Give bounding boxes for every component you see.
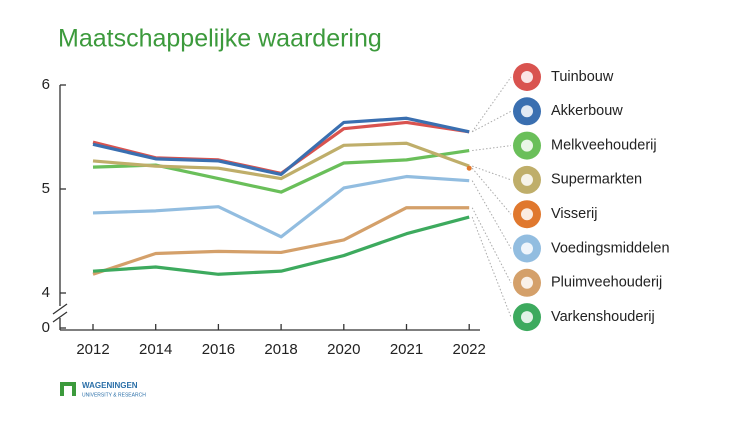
series-point bbox=[466, 165, 472, 171]
axis-break bbox=[52, 311, 68, 323]
legend-label: Supermarkten bbox=[551, 172, 642, 188]
logo-icon bbox=[64, 386, 72, 396]
logo-subtitle: UNIVERSITY & RESEARCH bbox=[82, 392, 146, 398]
leader-line bbox=[471, 76, 512, 133]
legend-label: Pluimveehouderij bbox=[551, 275, 662, 291]
x-tick-label: 2018 bbox=[264, 341, 297, 358]
y-tick-label: 0 bbox=[42, 319, 50, 336]
leader-line bbox=[471, 180, 512, 249]
legend-icon-inner bbox=[521, 276, 533, 289]
series-line bbox=[92, 116, 470, 177]
legend-icon-inner bbox=[521, 71, 533, 83]
legend-label: Voedingsmiddelen bbox=[551, 240, 670, 256]
chart-title: Maatschappelijke waardering bbox=[58, 25, 382, 53]
x-tick-label: 2021 bbox=[390, 341, 423, 358]
series-line bbox=[92, 215, 470, 276]
y-tick-label: 4 bbox=[42, 284, 50, 301]
series-line bbox=[92, 141, 470, 181]
legend-icon-inner bbox=[521, 311, 533, 324]
axis-break bbox=[52, 303, 68, 315]
legend-label: Visserij bbox=[551, 206, 597, 222]
legend-icon-inner bbox=[521, 105, 533, 118]
legend-icon-inner bbox=[521, 242, 533, 255]
legend-icon-inner bbox=[521, 208, 533, 221]
legend-label: Melkveehouderij bbox=[551, 137, 657, 153]
legend-label: Akkerbouw bbox=[551, 103, 623, 119]
x-tick-label: 2020 bbox=[327, 341, 360, 358]
leader-line bbox=[472, 165, 512, 181]
series-line bbox=[92, 174, 470, 239]
series-line bbox=[92, 206, 470, 276]
x-tick-label: 2022 bbox=[453, 341, 486, 358]
legend-icon-inner bbox=[521, 139, 533, 152]
x-tick-label: 2016 bbox=[202, 341, 235, 358]
y-tick-label: 6 bbox=[42, 76, 50, 93]
leader-line bbox=[471, 216, 512, 318]
leader-line bbox=[472, 145, 512, 152]
logo-name: WAGENINGEN bbox=[82, 381, 138, 390]
leader-line bbox=[471, 167, 512, 215]
x-tick-label: 2014 bbox=[139, 341, 172, 358]
x-tick-label: 2012 bbox=[76, 341, 109, 358]
leader-line bbox=[471, 110, 512, 133]
legend-label: Tuinbouw bbox=[551, 69, 614, 85]
leader-line bbox=[471, 207, 512, 284]
legend-icon-inner bbox=[521, 173, 533, 186]
y-tick-label: 5 bbox=[42, 180, 50, 197]
legend-label: Varkenshouderij bbox=[551, 309, 655, 325]
